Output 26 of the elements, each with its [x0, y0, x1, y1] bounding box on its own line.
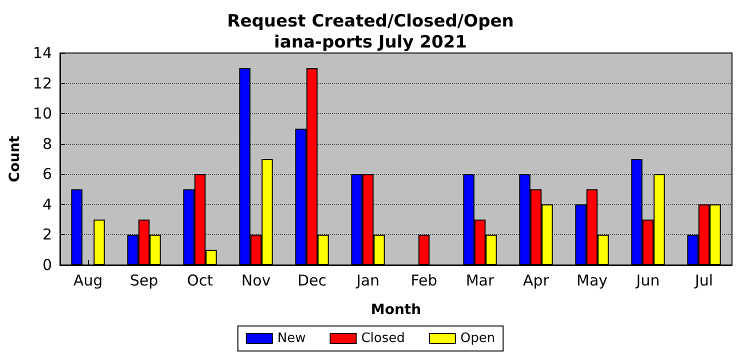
- x-tick-label: Nov: [241, 272, 271, 290]
- y-tick-label: 12: [32, 74, 52, 92]
- x-tick-label: Apr: [523, 272, 550, 290]
- x-tick-label: Oct: [187, 272, 214, 290]
- x-tick-label: Jan: [355, 272, 380, 290]
- y-tick-label: 4: [42, 195, 52, 214]
- y-tick-label: 10: [32, 104, 52, 123]
- legend-label: Open: [460, 331, 496, 346]
- x-axis-title: Month: [370, 302, 422, 318]
- x-tick-label: Dec: [297, 272, 327, 290]
- x-tick-label: Feb: [410, 272, 438, 290]
- y-tick-label: 8: [42, 134, 52, 153]
- y-tick-label: 6: [42, 165, 52, 184]
- legend-label: Closed: [361, 331, 405, 346]
- x-tick-label: Aug: [73, 272, 103, 290]
- y-tick-label: 0: [42, 256, 52, 274]
- x-tick-label: Mar: [466, 272, 495, 290]
- x-tick-label: Sep: [130, 272, 158, 290]
- x-tick-label: Jul: [694, 272, 714, 290]
- chart-title: Request Created/Closed/Open iana-ports July 2021: [227, 12, 514, 52]
- x-tick-label: May: [576, 272, 608, 290]
- y-tick-label: 14: [32, 44, 52, 62]
- y-tick-label: 2: [42, 226, 52, 244]
- y-axis-title: Count: [7, 135, 23, 182]
- x-tick-label: Jun: [635, 272, 660, 290]
- legend-label: New: [277, 331, 306, 346]
